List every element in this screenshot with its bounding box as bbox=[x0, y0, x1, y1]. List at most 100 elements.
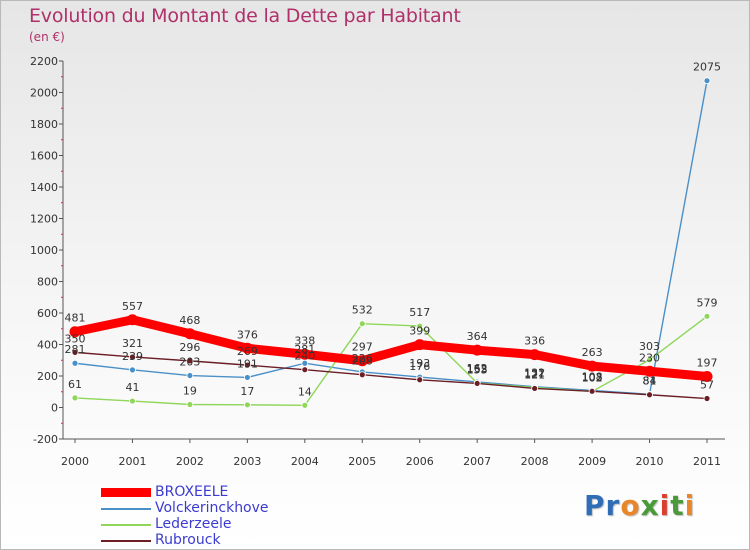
chart-subtitle: (en €) bbox=[29, 30, 65, 44]
x-tick-label: 2006 bbox=[406, 455, 434, 468]
x-tick-label: 2005 bbox=[348, 455, 376, 468]
data-point bbox=[703, 395, 711, 402]
data-label: 108 bbox=[582, 370, 603, 383]
data-label: 191 bbox=[237, 357, 258, 370]
data-point bbox=[646, 391, 653, 399]
data-point bbox=[701, 370, 713, 382]
legend-label: Volckerinckhove bbox=[155, 500, 269, 516]
data-label: 297 bbox=[352, 341, 373, 354]
data-label: 281 bbox=[294, 343, 315, 356]
data-label: 176 bbox=[409, 360, 430, 373]
y-tick-label: 1400 bbox=[30, 181, 58, 194]
legend-swatch bbox=[101, 488, 151, 497]
data-point bbox=[588, 387, 596, 395]
x-tick-label: 2011 bbox=[693, 455, 721, 468]
x-tick-label: 2010 bbox=[636, 455, 664, 468]
data-label: 84 bbox=[643, 374, 657, 387]
y-tick-label: 2200 bbox=[30, 55, 58, 68]
data-label: 239 bbox=[122, 350, 143, 363]
data-point bbox=[301, 401, 309, 409]
data-point bbox=[416, 376, 424, 384]
data-point bbox=[69, 326, 81, 338]
data-point bbox=[703, 312, 711, 320]
data-label: 269 bbox=[237, 345, 258, 358]
legend-swatch bbox=[101, 540, 151, 542]
data-point bbox=[71, 348, 79, 356]
data-label: 481 bbox=[65, 312, 86, 325]
logo-letter: x bbox=[640, 489, 660, 522]
data-label: 2075 bbox=[693, 61, 721, 74]
legend-swatch bbox=[101, 524, 151, 526]
data-label: 468 bbox=[179, 314, 200, 327]
data-label: 399 bbox=[409, 325, 430, 338]
x-tick-label: 2003 bbox=[233, 455, 261, 468]
data-point bbox=[129, 353, 136, 361]
y-tick-label: 800 bbox=[37, 276, 58, 289]
logo-letter: i bbox=[659, 489, 671, 522]
data-point bbox=[243, 374, 251, 381]
data-label: 57 bbox=[700, 379, 714, 392]
data-label: 226 bbox=[352, 352, 373, 365]
data-label: 41 bbox=[125, 381, 139, 394]
data-label: 350 bbox=[65, 332, 86, 345]
y-tick-label: 1200 bbox=[30, 213, 58, 226]
data-label: 197 bbox=[697, 356, 718, 369]
data-label: 240 bbox=[294, 350, 315, 363]
data-label: 155 bbox=[467, 363, 488, 376]
data-point bbox=[186, 357, 194, 365]
series-line-broxeele bbox=[70, 315, 712, 381]
data-label: 208 bbox=[352, 355, 373, 368]
y-tick-label: 1600 bbox=[30, 150, 58, 163]
legend-label: BROXEELE bbox=[155, 484, 229, 500]
data-label: 121 bbox=[524, 368, 545, 381]
data-label: 376 bbox=[237, 328, 258, 341]
data-point bbox=[646, 356, 653, 364]
y-tick-label: 400 bbox=[37, 339, 58, 352]
x-tick-label: 2008 bbox=[521, 455, 549, 468]
x-tick-label: 2002 bbox=[176, 455, 204, 468]
data-label: 517 bbox=[409, 306, 430, 319]
data-label: 230 bbox=[639, 351, 660, 364]
y-tick-label: 600 bbox=[37, 307, 58, 320]
logo-letter: P bbox=[584, 489, 606, 522]
chart-title: Evolution du Montant de la Dette par Hab… bbox=[29, 5, 461, 27]
data-point bbox=[301, 359, 309, 367]
data-point bbox=[129, 397, 136, 405]
data-label: 127 bbox=[524, 367, 545, 380]
x-tick-label: 2004 bbox=[291, 455, 319, 468]
data-point bbox=[529, 349, 541, 361]
data-label: 81 bbox=[643, 375, 657, 388]
y-tick-label: 2000 bbox=[30, 87, 58, 100]
y-tick-label: 0 bbox=[51, 402, 58, 415]
data-label: 579 bbox=[697, 296, 718, 309]
y-tick-label: 200 bbox=[37, 370, 58, 383]
data-point bbox=[358, 371, 366, 379]
data-label: 338 bbox=[294, 334, 315, 347]
x-tick-label: 2000 bbox=[61, 455, 89, 468]
logo-letter: t bbox=[670, 489, 685, 522]
x-tick-label: 2001 bbox=[118, 455, 146, 468]
data-point bbox=[186, 401, 194, 408]
data-label: 263 bbox=[582, 346, 603, 359]
series-line-volckerinckhove bbox=[74, 79, 708, 395]
logo-letter: o bbox=[620, 489, 641, 522]
data-point bbox=[703, 77, 711, 85]
data-point bbox=[358, 320, 366, 328]
data-point bbox=[71, 394, 79, 402]
logo-letter: r bbox=[605, 489, 621, 522]
data-point bbox=[241, 342, 253, 354]
data-point bbox=[586, 360, 598, 372]
data-label: 103 bbox=[582, 371, 603, 384]
data-point bbox=[356, 355, 368, 367]
data-label: 203 bbox=[179, 356, 200, 369]
data-label: 14 bbox=[298, 385, 312, 398]
data-label: 557 bbox=[122, 300, 143, 313]
data-label: 321 bbox=[122, 337, 143, 350]
data-point bbox=[301, 366, 309, 374]
data-point bbox=[414, 339, 426, 351]
series-line-rubrouck bbox=[74, 351, 708, 400]
y-tick-label: -200 bbox=[33, 433, 58, 446]
data-label: 281 bbox=[65, 343, 86, 356]
data-point bbox=[416, 322, 424, 330]
